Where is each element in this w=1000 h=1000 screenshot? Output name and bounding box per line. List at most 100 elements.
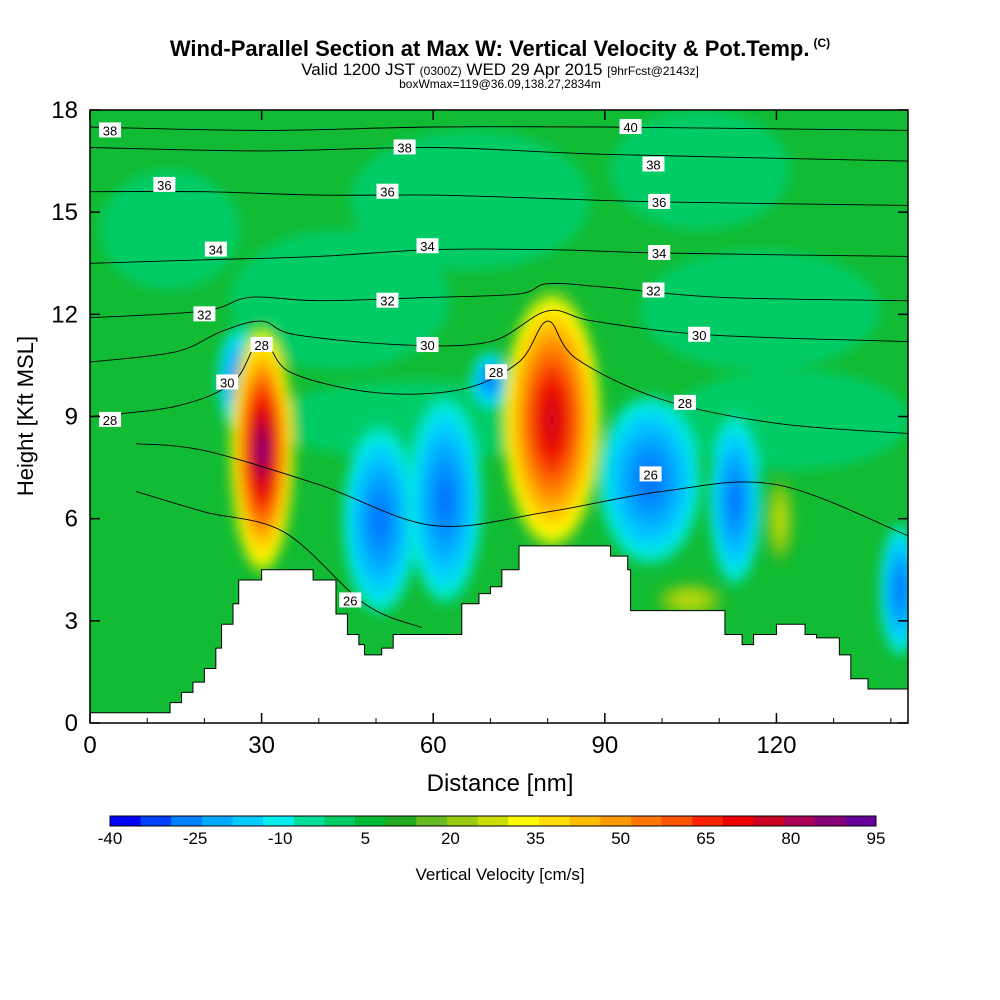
colorbar-tick-label: 35 [526, 829, 545, 848]
colorbar-frame [109, 815, 877, 827]
contour-label-text: 28 [103, 413, 117, 428]
colorbar-swatch [110, 816, 142, 826]
contour-label-text: 34 [209, 243, 223, 258]
colorbar-swatch [355, 816, 387, 826]
y-tick-label: 0 [65, 710, 78, 737]
colorbar-tick-label: -10 [268, 829, 293, 848]
contour-label: 30 [216, 374, 239, 390]
contour-label-box [99, 411, 122, 427]
utc-time: (0300Z) [419, 64, 462, 78]
contour-label-text: 30 [220, 375, 234, 390]
contour-label: 30 [688, 326, 711, 343]
contour-label-box [648, 245, 671, 261]
colorbar-tick-label: -40 [98, 829, 123, 848]
colorbar-swatch [171, 816, 203, 826]
weak-updraft-region [350, 130, 590, 270]
y-tick-label: 18 [51, 97, 78, 124]
y-tick-label: 15 [51, 199, 78, 226]
colorbar-swatch [845, 816, 877, 826]
contour-label: 32 [376, 292, 399, 309]
colorbar-swatch [324, 816, 356, 826]
copyright-mark: (C) [813, 36, 831, 50]
updraft-core-east [500, 285, 604, 555]
contour-label-box [339, 592, 362, 608]
contour-label-box [250, 336, 273, 352]
contour-label: 28 [673, 394, 696, 411]
updraft-region [764, 470, 796, 570]
contour-label-text: 32 [646, 283, 660, 298]
contour-label-box [648, 193, 671, 209]
colorbar-swatch [630, 816, 663, 826]
isentrope-40 [90, 126, 908, 131]
valid-date: WED 29 Apr 2015 [466, 60, 603, 79]
colorbar-swatch [416, 816, 448, 826]
plot-area: 38 36 34 32 30 28 28 38 36 34 32 30 28 26 40 38 36 34 32 30… [90, 110, 908, 723]
contour-label-box [216, 374, 239, 390]
colorbar-tick-label: 5 [361, 829, 370, 848]
updraft-region [650, 580, 730, 620]
contour-label-box [376, 183, 399, 199]
terrain [90, 545, 908, 723]
contour-label-text: 40 [623, 120, 637, 135]
contour-label-text: 38 [103, 123, 117, 138]
contour-label-text: 30 [420, 338, 434, 353]
contour-label-box [376, 292, 399, 308]
contour-label-text: 32 [380, 294, 394, 309]
downdraft-region [340, 420, 420, 620]
forecast-info: [9hrFcst@2143z] [607, 64, 699, 78]
colorbar-swatch [814, 816, 846, 826]
colorbar-swatch [201, 816, 234, 826]
colorbar-swatch [232, 816, 264, 826]
downdraft-region [707, 410, 763, 590]
contour-label-text: 36 [157, 178, 171, 193]
x-axis-label: Distance [nm] [427, 770, 574, 797]
contour-label-text: 36 [380, 185, 394, 200]
contour-label: 26 [339, 592, 362, 608]
valid-line: Valid 1200 JST (0300Z) WED 29 Apr 2015 [… [0, 60, 1000, 80]
colorbar-swatch [784, 816, 816, 826]
box-info: boxWmax=119@36.09,138.27,2834m [399, 77, 601, 91]
colorbar-swatch [661, 816, 693, 826]
contour-label: 28 [99, 411, 122, 428]
contour-label: 38 [642, 156, 665, 172]
weak-updraft-region [640, 250, 880, 370]
contour-label: 30 [416, 336, 439, 353]
contour-label-box [485, 364, 508, 380]
colorbar-swatch [385, 816, 417, 826]
contour-label-text: 28 [489, 365, 503, 380]
colorbar-tick-label: 20 [441, 829, 460, 848]
isentrope-26 [135, 443, 908, 537]
contour-label: 32 [193, 306, 216, 322]
isentrope-26 [135, 490, 422, 629]
colorbar-swatch [722, 816, 754, 826]
contour-label-box [673, 394, 696, 410]
colorbar-swatch [508, 816, 540, 826]
contour-label-box [688, 326, 711, 342]
colorbar-swatch [600, 816, 632, 826]
y-tick-label: 9 [65, 404, 78, 431]
contour-label-text: 28 [678, 396, 692, 411]
contour-label-box [619, 119, 642, 135]
x-tick-label: 30 [248, 732, 275, 759]
contour-label-text: 32 [197, 307, 211, 322]
contour-label-box [153, 176, 176, 192]
isentrope-34 [90, 248, 908, 264]
y-tick-label: 12 [51, 301, 78, 328]
contour-label-text: 36 [652, 195, 666, 210]
contour-label-text: 26 [643, 467, 657, 482]
contour-label-text: 30 [692, 328, 706, 343]
chart-title-text: Wind-Parallel Section at Max W: Vertical… [169, 36, 810, 61]
contour-label: 36 [648, 193, 671, 210]
x-tick-label: 60 [420, 732, 447, 759]
colorbar-swatch [569, 816, 601, 826]
colorbar: -40 -25 -10 5 20 35 50 65 80 95 [98, 815, 886, 848]
colorbar-tick-label: 95 [867, 829, 886, 848]
contour-label: 28 [250, 336, 273, 353]
contour-label: 28 [485, 364, 508, 380]
contour-label: 36 [153, 176, 176, 193]
contour-label: 34 [648, 245, 671, 261]
contour-label-text: 34 [420, 239, 434, 254]
contour-label-box [393, 139, 416, 155]
